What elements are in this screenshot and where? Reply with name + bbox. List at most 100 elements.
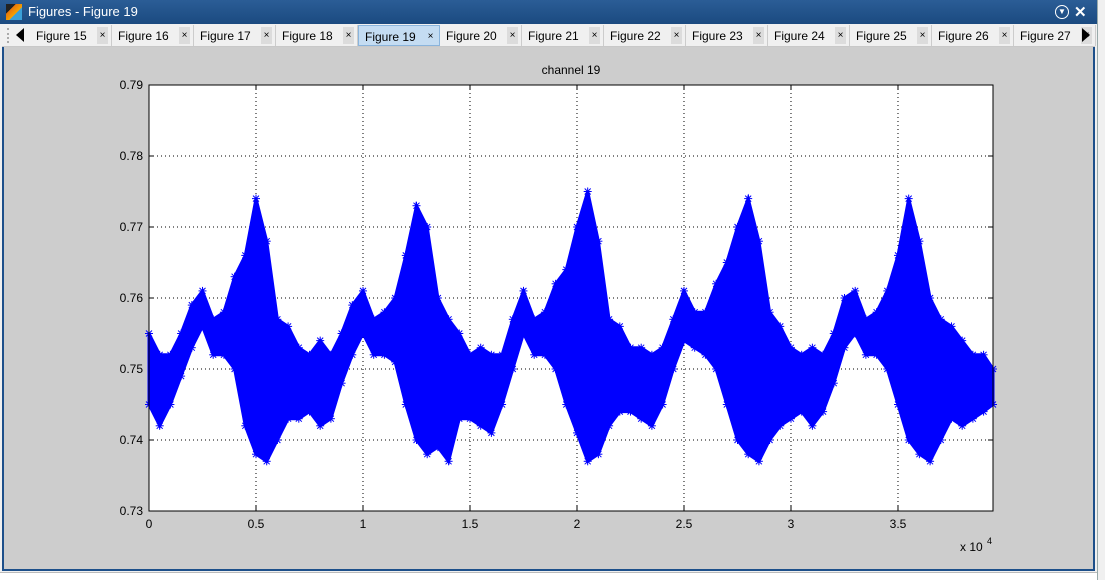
dropdown-circle-icon[interactable]: ▼ [1055,5,1069,19]
data-point-max [840,294,849,302]
tab-close-icon[interactable]: × [425,28,436,45]
data-point-max [433,294,442,302]
x-tick-label: 2 [574,517,581,531]
data-point-min [690,343,699,352]
tab-close-icon[interactable]: × [589,27,600,44]
tab-figure-16[interactable]: Figure 16 × [112,25,194,46]
data-point-min [294,414,303,423]
tab-label: Figure 21 [528,29,579,43]
data-point-min [198,322,207,331]
data-point-max [712,279,721,288]
close-icon[interactable]: ✕ [1074,4,1087,21]
data-point-max [423,223,432,231]
data-point-max [412,201,421,210]
data-point-max [615,322,624,331]
data-point-max [851,286,860,295]
data-point-min [851,329,860,338]
data-point-min [337,379,346,388]
data-point-min [572,428,581,437]
data-point-min [551,365,560,373]
tab-close-icon[interactable]: × [343,27,354,44]
tab-figure-18[interactable]: Figure 18 × [276,25,358,46]
data-point-max [797,350,806,359]
data-point-min [519,329,528,338]
scroll-right-arrow-icon[interactable] [1082,28,1090,42]
y-tick-label: 0.78 [120,149,144,163]
window-title: Figures - Figure 19 [28,4,138,19]
tab-close-icon[interactable]: × [507,27,518,44]
data-point-max [380,308,389,317]
data-point-min [273,436,282,444]
data-point-max [819,350,828,359]
tab-figure-20[interactable]: Figure 20 × [440,25,522,46]
data-point-max [829,329,838,338]
data-point-max [487,350,496,359]
data-point-min [380,350,389,359]
data-point-min [209,350,218,359]
x-tick-label: 2.5 [676,517,693,531]
tab-label: Figure 27 [1020,29,1071,43]
data-point-min [754,457,763,466]
tab-label: Figure 15 [36,29,87,43]
data-point-min [712,365,721,373]
data-point-max [305,350,314,359]
tab-close-icon[interactable]: × [753,27,764,44]
tab-close-icon[interactable]: × [835,27,846,44]
tab-close-icon[interactable]: × [999,27,1010,44]
tab-close-icon[interactable]: × [261,27,272,44]
data-point-min [444,457,453,466]
data-point-min [251,450,260,459]
data-point-max [893,251,902,260]
data-point-min [605,421,614,430]
tab-label: Figure 20 [446,29,497,43]
data-point-min [540,350,549,359]
tab-figure-23[interactable]: Figure 23 × [686,25,768,46]
tab-figure-17[interactable]: Figure 17 × [194,25,276,46]
data-point-max [198,286,207,295]
tab-label: Figure 26 [938,29,989,43]
data-point-min [968,414,977,423]
tab-label: Figure 18 [282,29,333,43]
data-point-max [572,223,581,231]
tab-figure-15[interactable]: Figure 15 × [30,25,112,46]
data-point-min [958,421,967,430]
data-point-max [262,237,271,246]
data-point-max [647,350,656,359]
grip-icon[interactable] [7,28,10,43]
data-point-max [219,308,228,317]
tab-figure-24[interactable]: Figure 24 × [768,25,850,46]
data-point-min [861,350,870,359]
data-point-min [305,407,314,416]
data-point-min [626,407,635,416]
data-point-min [508,365,517,373]
chart: 0 0.5 1 1.5 2 2.5 3 3.5 0.73 0.74 0.75 0.76 0.77 0.78… [120,63,997,554]
scroll-left-arrow-icon[interactable] [16,28,24,42]
data-point-max [936,315,945,324]
status-strip [0,572,1097,580]
data-point-max [530,315,539,324]
tab-figure-22[interactable]: Figure 22 × [604,25,686,46]
tab-figure-19[interactable]: Figure 19 × [358,25,440,46]
data-point-min [669,365,678,373]
tab-close-icon[interactable]: × [179,27,190,44]
y-tick-label: 0.74 [120,433,144,447]
data-point-min [391,357,400,366]
data-point-max [583,187,592,196]
data-point-max [658,343,667,352]
axes-box [148,84,994,512]
tab-figure-21[interactable]: Figure 21 × [522,25,604,46]
data-point-max [455,329,464,338]
x-tick-label: 3 [788,517,795,531]
tab-close-icon[interactable]: × [671,27,682,44]
tab-close-icon[interactable]: × [97,27,108,44]
data-point-min [498,400,507,409]
data-point-min [348,350,357,359]
tab-figure-26[interactable]: Figure 26 × [932,25,1014,46]
tab-close-icon[interactable]: × [917,27,928,44]
data-point-max [701,308,710,317]
tab-label: Figure 23 [692,29,743,43]
figure-tab-bar: Figure 15 × Figure 16 × Figure 17 × Figure 18 ×… [2,24,1096,47]
tab-figure-25[interactable]: Figure 25 × [850,25,932,46]
data-point-max [562,265,571,274]
y-tick-label: 0.76 [120,291,144,305]
